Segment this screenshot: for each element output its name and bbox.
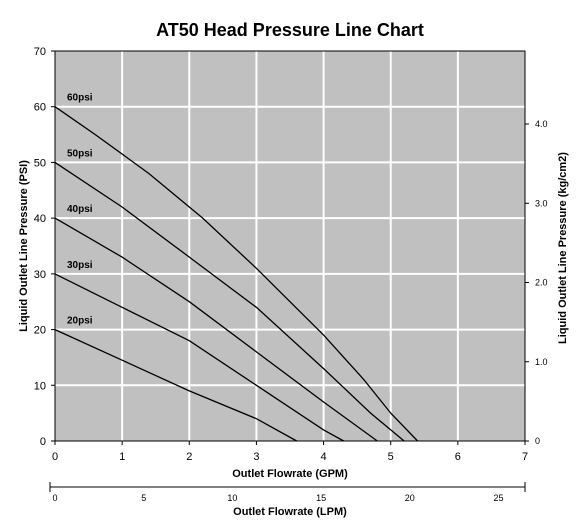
lpm-tick-label: 20 <box>405 493 415 503</box>
y2-axis-label: Liquid Outlet Line Pressure (kg/cm2) <box>557 152 569 344</box>
y-tick-label: 30 <box>34 269 46 281</box>
x-tick-label: 5 <box>388 451 394 463</box>
lpm-tick-label: 15 <box>316 493 326 503</box>
y-tick-labels: 0 10 20 30 40 50 60 70 <box>34 46 55 448</box>
series-line-40psi <box>54 217 378 442</box>
series-label-layer: 60psi 50psi 40psi 30psi 20psi <box>67 93 93 327</box>
y-tick-label: 60 <box>34 102 46 114</box>
lpm-tick-label: 25 <box>493 493 503 503</box>
y-tick-label: 10 <box>34 380 46 392</box>
plot-area <box>55 51 525 441</box>
lpm-axis: 0 5 10 15 20 25 <box>49 482 526 503</box>
x-tick-label: 0 <box>52 451 58 463</box>
y2-tick-label: 2.0 <box>535 278 548 288</box>
y-axis-label: Liquid Outlet Line Pressure (PSI) <box>18 160 30 332</box>
x-tick-label: 6 <box>455 451 461 463</box>
series-line-50psi <box>54 161 405 442</box>
y2-tick-labels: 0 1.0 2.0 3.0 4.0 <box>525 119 548 446</box>
lpm-tick-label: 10 <box>227 493 237 503</box>
chart-title: AT50 Head Pressure Line Chart <box>156 20 424 40</box>
series-line-20psi <box>54 329 298 442</box>
x-tick-label: 7 <box>522 451 528 463</box>
lpm-tick-label: 0 <box>52 493 57 503</box>
plot-frame <box>54 50 526 442</box>
y2-tick-label: 1.0 <box>535 357 548 367</box>
series-label-30psi: 30psi <box>67 260 93 271</box>
y-tick-label: 70 <box>34 46 46 58</box>
x2-axis-label: Outlet Flowrate (LPM) <box>233 506 347 518</box>
x-tick-label: 1 <box>119 451 125 463</box>
x-tick-labels: 0 1 2 3 4 5 6 7 <box>52 441 528 463</box>
x-axis-label: Outlet Flowrate (GPM) <box>232 468 348 480</box>
series-line-30psi <box>54 273 345 442</box>
series-label-40psi: 40psi <box>67 204 93 215</box>
y2-tick-label: 3.0 <box>535 198 548 208</box>
series-layer <box>54 106 419 442</box>
y2-tick-label: 0 <box>535 436 540 446</box>
y-tick-label: 0 <box>40 436 46 448</box>
x-tick-label: 4 <box>321 451 327 463</box>
y-tick-label: 40 <box>34 213 46 225</box>
y-tick-label: 50 <box>34 157 46 169</box>
y2-tick-label: 4.0 <box>535 119 548 129</box>
series-line-60psi <box>54 106 419 442</box>
series-label-50psi: 50psi <box>67 148 93 159</box>
x-tick-label: 2 <box>186 451 192 463</box>
series-label-60psi: 60psi <box>67 93 93 104</box>
series-label-20psi: 20psi <box>67 316 93 327</box>
lpm-tick-label: 5 <box>141 493 146 503</box>
y-tick-label: 20 <box>34 325 46 337</box>
x-tick-label: 3 <box>253 451 259 463</box>
